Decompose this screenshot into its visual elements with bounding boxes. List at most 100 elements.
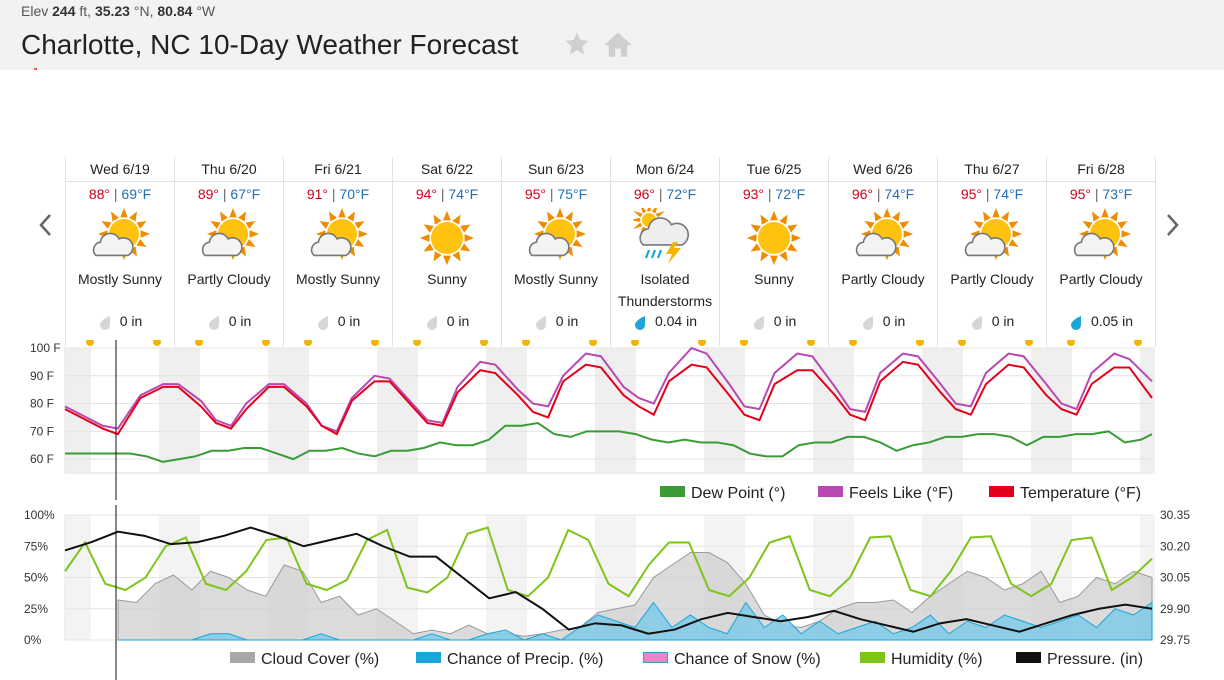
sunrise-icon [849,340,857,346]
series-area-precip [118,601,1153,641]
day-label: Fri 6/28 [1047,157,1155,182]
legend-swatch [989,486,1014,498]
high-temp: 91° [306,186,328,202]
legend-label: Pressure. (in) [1047,651,1144,668]
legend-dew-point[interactable]: Dew Point (°) [660,485,785,503]
chevron-left-icon[interactable] [34,210,58,240]
y2-tick-label: 30.35 [1160,508,1190,522]
day-column[interactable]: Thu 6/20 89° | 67°F Partly Cloudy 0 in [174,157,283,347]
legend-label: Feels Like (°F) [849,485,954,502]
legend-cloud-cover[interactable]: Cloud Cover (%) [230,651,379,669]
series-line-humidity [64,526,1153,598]
high-temp: 89° [197,186,219,202]
series-line-pressure [64,526,1153,635]
y-tick-label: 80 F [30,397,54,411]
condition-text: Partly Cloudy [841,271,925,287]
y-tick-label: 90 F [30,369,54,383]
day-temps: 89° | 67°F [197,186,261,202]
legend-swatch [230,652,255,664]
sunrise-icon [304,340,312,346]
legend-precip-chance[interactable]: Chance of Precip. (%) [416,651,604,669]
low-temp: 72°F [775,186,806,202]
home-icon[interactable] [603,30,633,58]
legend-feels-like[interactable]: Feels Like (°F) [818,485,953,503]
day-column[interactable]: Fri 6/28 95° | 73°F Partly Cloudy 0.05 i… [1046,157,1156,347]
night-band [1046,348,1072,473]
star-icon[interactable] [563,30,591,58]
precip-amount: 0 in [284,313,392,331]
day-column[interactable]: Wed 6/19 88° | 69°F Mostly Sunny 0 in [65,157,174,347]
legend-snow-chance[interactable]: Chance of Snow (%) [643,651,821,669]
condition-text: Sunny [427,271,467,287]
night-band [595,348,610,473]
condition-text: Mostly Sunny [295,271,381,287]
legend-swatch [643,652,668,664]
day-column[interactable]: Wed 6/26 96° | 74°F Partly Cloudy 0 in [828,157,937,347]
legend-humidity[interactable]: Humidity (%) [860,651,983,669]
day-label: Sat 6/22 [393,157,501,182]
y2-tick-label: 29.75 [1160,633,1190,647]
precip-amount: 0 in [938,313,1046,331]
partly-cloudy-icon [938,208,1046,268]
legend-pressure[interactable]: Pressure. (in) [1016,651,1143,669]
drop-gray-icon [861,313,883,331]
day-label: Fri 6/21 [284,157,392,182]
drop-gray-icon [752,313,774,331]
drop-gray-icon [316,313,338,331]
lon-value: 80.84 [157,3,193,19]
drop-gray-icon [207,313,229,331]
drop-gray-icon [970,313,992,331]
y-tick-label: 70 F [30,424,54,438]
location-info: Elev 244 ft, 35.23 °N, 80.84 °W [21,3,215,19]
precip-amount: 0 in [66,313,174,331]
partly-cloudy-icon [284,208,392,268]
day-temps: 95° | 74°F [960,186,1024,202]
y-tick-label: 60 F [30,452,54,466]
legend-label: Chance of Snow (%) [674,651,821,668]
day-label: Wed 6/19 [66,157,174,182]
day-column[interactable]: Mon 6/24 96° | 72°F Isolated Thunderstorm… [610,157,719,347]
chevron-right-icon[interactable] [1160,210,1184,240]
legend-swatch [1016,652,1041,664]
sunrise-icon [1067,340,1075,346]
day-label: Tue 6/25 [720,157,828,182]
partly-cloudy-icon [1047,208,1155,268]
elev-value: 244 [52,3,76,19]
night-band [828,348,854,473]
high-temp: 95° [960,186,982,202]
day-column[interactable]: Fri 6/21 91° | 70°F Mostly Sunny 0 in [283,157,392,347]
day-column[interactable]: Thu 6/27 95° | 74°F Partly Cloudy 0 in [937,157,1046,347]
day-column[interactable]: Sat 6/22 94° | 74°F Sunny 0 in [392,157,501,347]
legend-label: Cloud Cover (%) [261,651,380,668]
precip-amount: 0 in [502,313,610,331]
legend-temperature[interactable]: Temperature (°F) [989,485,1141,503]
condition-text: Mostly Sunny [77,271,163,287]
sunset-icon [698,340,706,346]
day-label: Wed 6/26 [829,157,937,182]
night-band [283,348,309,473]
day-column[interactable]: Tue 6/25 93° | 72°F Sunny 0 in [719,157,828,347]
y-tick-label: 100% [24,508,55,522]
night-band [486,348,501,473]
sunset-icon [589,340,597,346]
legend-swatch [660,486,685,498]
condition-text: Mostly Sunny [513,271,599,287]
night-band [922,348,937,473]
precip-amount: 0.05 in [1047,313,1155,331]
sunrise-icon [413,340,421,346]
legend-swatch [416,652,441,664]
temperature-legend: Dew Point (°) Feels Like (°F) Temperatur… [0,485,1224,507]
y-tick-label: 100 F [30,341,61,355]
sunset-icon [153,340,161,346]
sunrise-icon [631,340,639,346]
elev-label: Elev [21,3,49,19]
low-temp: 72°F [666,186,697,202]
low-temp: 67°F [230,186,261,202]
low-temp: 74°F [993,186,1024,202]
sunrise-icon [195,340,203,346]
accent-mark [34,68,37,70]
sunny-icon [393,208,501,268]
low-temp: 73°F [1102,186,1133,202]
day-column[interactable]: Sun 6/23 95° | 75°F Mostly Sunny 0 in [501,157,610,347]
drop-blue-icon [1069,313,1091,331]
